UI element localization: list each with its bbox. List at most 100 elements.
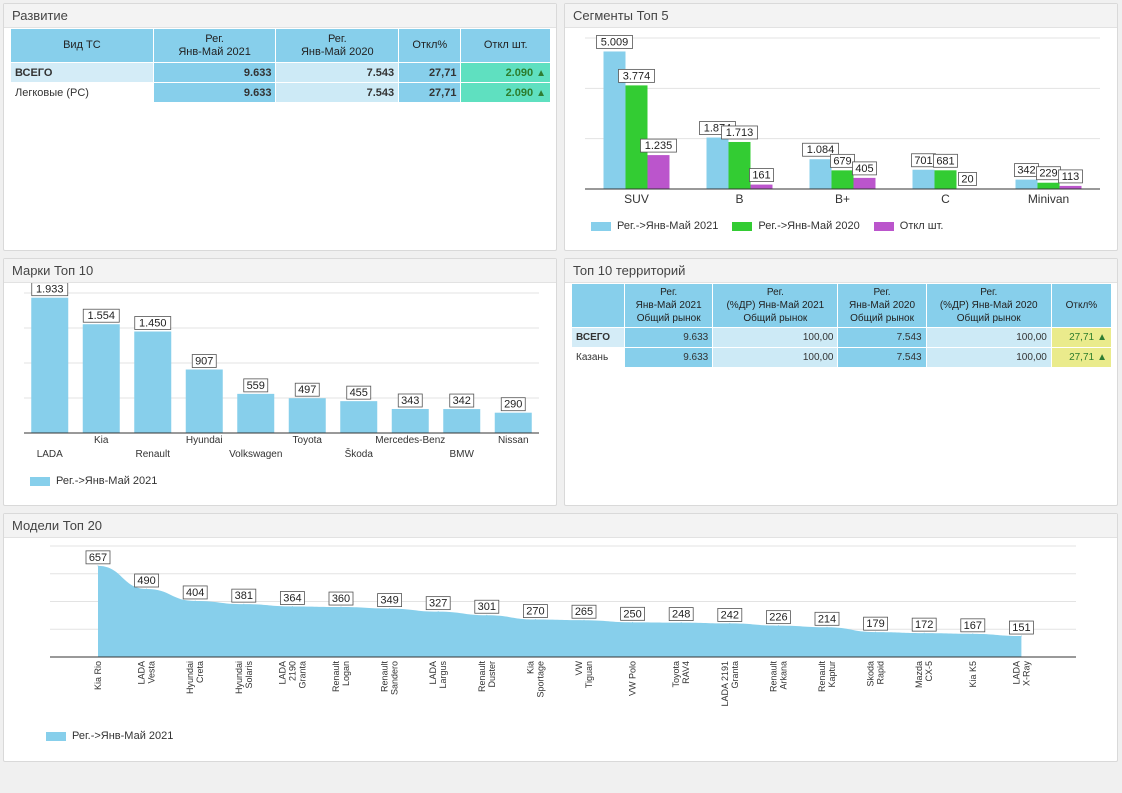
legend-label: Рег.->Янв-Май 2021	[72, 730, 174, 742]
cell-value: 100,00	[925, 327, 1052, 348]
data-label-box	[425, 596, 451, 611]
x-tick-label: Nissan	[498, 435, 529, 446]
legend-swatch	[591, 221, 611, 231]
data-label-box	[620, 606, 645, 621]
data-point	[534, 619, 536, 621]
cell-value: 7.543	[837, 347, 927, 368]
bar	[443, 409, 481, 433]
data-label: 1.554	[87, 310, 115, 322]
data-label: 172	[915, 619, 933, 631]
bar	[912, 169, 935, 189]
x-tick-label: RenaultLogan	[331, 661, 351, 693]
x-tick-label: BMW	[450, 449, 475, 460]
data-label: 1.874	[704, 123, 732, 135]
segments-panel: Сегменты Топ 5 SUV B B+ C Minivan 5.009 3.774 1…	[564, 3, 1118, 251]
bar	[934, 170, 957, 189]
marki-panel: Марки Топ 10 1.933 LADA 1.554 Kia 1.450 Renau…	[3, 258, 557, 506]
x-tick-label: Mercedes-Benz	[375, 435, 445, 446]
x-tick-label: RenaultArkana	[768, 661, 788, 693]
data-point	[777, 625, 779, 627]
data-label: 701	[914, 155, 932, 167]
data-label: 1.933	[36, 284, 64, 296]
data-label-box	[618, 68, 655, 83]
territories-panel: Топ 10 территорий Рег. Янв-Май 2021 Общи…	[564, 258, 1118, 506]
data-label-box	[814, 611, 840, 626]
table-row[interactable]: Казань 9.633 100,00 7.543 100,00 27,71 ▲	[570, 347, 1113, 368]
bar	[647, 155, 670, 189]
col-header-reg-2021: Рег. Янв-Май 2021 Общий рынок	[624, 283, 714, 328]
data-point	[632, 621, 634, 623]
cell-value: 100,00	[925, 347, 1052, 368]
cell-value: 27,71	[398, 82, 462, 103]
cell-value: 9.633	[152, 82, 277, 103]
legend-item[interactable]: Рег.->Янв-Май 2020	[732, 220, 860, 232]
x-tick-label: RenaultSandero	[380, 661, 400, 696]
legend-item[interactable]: Рег.->Янв-Май 2021	[30, 475, 157, 487]
data-point	[340, 606, 342, 608]
data-label-box	[31, 283, 69, 297]
x-tick-label: LADA	[37, 449, 63, 460]
arrow-up-icon: ▲	[1097, 352, 1107, 363]
table-row[interactable]: ВСЕГО 9.633 100,00 7.543 100,00 27,71 ▲	[570, 327, 1113, 348]
data-label: 497	[298, 384, 316, 396]
table-row[interactable]: ВСЕГО 9.633 7.543 27,71 2.090 ▲	[10, 62, 551, 83]
x-tick-label: Kia K5	[968, 661, 978, 688]
data-label-box	[134, 316, 172, 330]
data-label: 248	[672, 609, 690, 621]
x-tick-label: RenaultKaptur	[817, 661, 837, 693]
bar	[603, 51, 626, 190]
pct-value: 27,71	[1069, 332, 1095, 343]
data-point	[729, 622, 731, 624]
segments-legend: Рег.->Янв-Май 2021 Рег.->Янв-Май 2020 Откл…	[591, 220, 958, 232]
row-label: Легковые (PC)	[10, 82, 154, 103]
bar	[82, 324, 120, 433]
bar	[340, 401, 378, 433]
x-tick-label: KiaSportage	[525, 661, 545, 698]
data-label: 113	[1062, 171, 1080, 183]
pct-value: 27,71	[1069, 352, 1095, 363]
data-label: 161	[752, 170, 770, 182]
legend-label: Рег.->Янв-Май 2021	[56, 475, 158, 487]
cell-value: 27,71	[398, 62, 462, 83]
models-panel: Модели Топ 20 657 490 404 381 364 360 349 327 30…	[3, 513, 1118, 762]
row-label: Казань	[570, 347, 626, 368]
legend-swatch	[46, 731, 66, 741]
data-label: 250	[623, 608, 641, 620]
bar	[1037, 182, 1060, 189]
table-row[interactable]: Легковые (PC) 9.633 7.543 27,71 2.090 ▲	[10, 82, 551, 103]
data-label: 5.009	[601, 36, 629, 48]
bar	[706, 137, 729, 189]
x-tick-label: SUV	[624, 192, 649, 206]
data-label-box	[294, 382, 320, 397]
bar	[494, 412, 532, 433]
territories-table: Рег. Янв-Май 2021 Общий рынок Рег. (%ДР)…	[570, 283, 1113, 368]
bar	[134, 331, 172, 433]
bar	[831, 170, 854, 189]
row-label: ВСЕГО	[10, 62, 154, 83]
bar	[31, 297, 69, 433]
data-label: 20	[961, 173, 973, 185]
col-header-reg-2020: Рег. Янв-Май 2020 Общий рынок	[837, 283, 927, 328]
legend-label: Откл шт.	[899, 220, 944, 232]
models-title: Модели Топ 20	[4, 514, 1117, 538]
data-label-box	[749, 168, 774, 182]
data-label: 559	[247, 380, 265, 392]
data-label: 405	[855, 163, 873, 175]
data-label-box	[863, 616, 888, 631]
legend-item[interactable]: Рег.->Янв-Май 2021	[591, 220, 718, 232]
x-tick-label: Minivan	[1028, 192, 1069, 206]
data-label: 342	[453, 395, 471, 407]
data-label: 364	[283, 592, 301, 604]
data-label-box	[668, 607, 694, 621]
data-label: 381	[235, 590, 253, 602]
x-tick-label: MazdaCX-5	[914, 661, 934, 688]
legend-swatch	[732, 221, 753, 231]
legend-item[interactable]: Откл шт.	[873, 220, 944, 232]
bar	[750, 184, 773, 189]
legend-swatch	[30, 476, 50, 486]
marki-title: Марки Топ 10	[4, 259, 556, 283]
bar	[1059, 185, 1082, 189]
data-label-box	[279, 591, 305, 605]
x-tick-label: Renault	[136, 449, 171, 460]
legend-item[interactable]: Рег.->Янв-Май 2021	[46, 730, 173, 742]
